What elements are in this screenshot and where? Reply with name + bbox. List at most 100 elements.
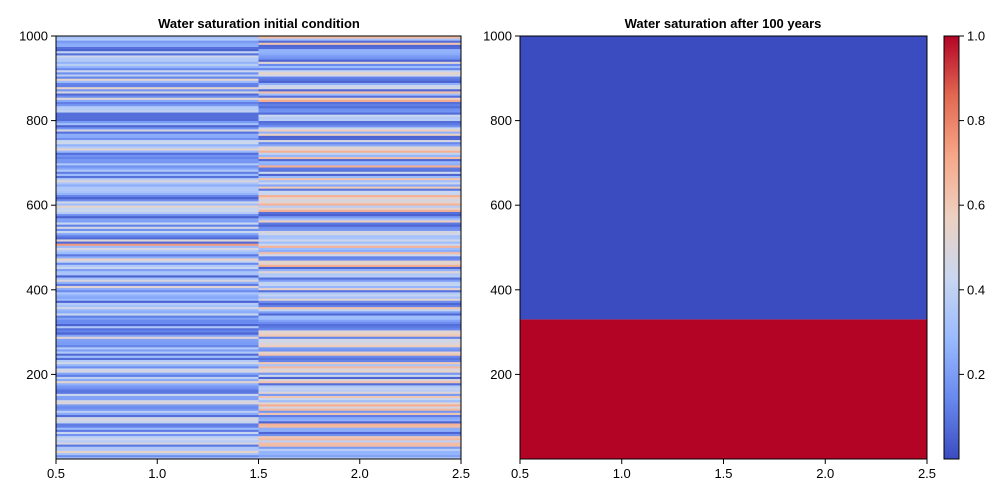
heatmap-cell bbox=[258, 243, 461, 246]
heatmap-cell bbox=[258, 133, 461, 136]
heatmap-cell bbox=[258, 368, 461, 371]
heatmap-cell bbox=[56, 357, 259, 360]
heatmap-cell bbox=[258, 234, 461, 238]
heatmap-cell bbox=[56, 315, 259, 318]
heatmap-cell bbox=[56, 418, 259, 422]
heatmap-cell bbox=[56, 116, 259, 119]
heatmap-cell bbox=[258, 376, 461, 380]
heatmap-cell bbox=[258, 355, 461, 358]
heatmap-cell bbox=[56, 270, 259, 274]
heatmap-cell bbox=[56, 61, 259, 64]
heatmap-cell bbox=[56, 384, 259, 388]
heatmap-cell bbox=[258, 448, 461, 451]
heatmap-cell bbox=[258, 336, 461, 339]
heatmap-cell bbox=[258, 294, 461, 297]
heatmap-cell bbox=[258, 162, 461, 166]
heatmap-cell bbox=[258, 40, 461, 43]
heatmap-cell bbox=[258, 412, 461, 415]
heatmap-cell bbox=[56, 266, 259, 270]
heatmap-cell bbox=[258, 251, 461, 255]
heatmap-cell bbox=[56, 291, 259, 295]
heatmap-cell bbox=[258, 397, 461, 401]
heatmap-cell bbox=[258, 289, 461, 293]
heatmap-cell bbox=[56, 399, 259, 403]
y-tick-label: 1000 bbox=[483, 29, 512, 44]
heatmap-cell bbox=[56, 444, 259, 447]
heatmap-cell bbox=[56, 272, 259, 276]
heatmap-cell bbox=[56, 110, 259, 113]
heatmap-cell bbox=[258, 361, 461, 365]
heatmap-cell bbox=[56, 294, 259, 297]
heatmap-cell bbox=[258, 148, 461, 151]
heatmap-cell bbox=[56, 279, 259, 282]
heatmap-cell bbox=[56, 420, 259, 424]
heatmap-cell bbox=[258, 171, 461, 174]
colorbar-frame bbox=[943, 35, 960, 460]
heatmap-cell bbox=[56, 374, 259, 377]
heatmap-cell bbox=[56, 433, 259, 437]
heatmap-cell bbox=[258, 42, 461, 45]
x-tick-label: 0.5 bbox=[511, 466, 529, 481]
heatmap-cell bbox=[56, 55, 259, 58]
heatmap-cell bbox=[258, 279, 461, 282]
heatmap-cell bbox=[258, 203, 461, 206]
heatmap-cell bbox=[56, 404, 259, 407]
heatmap-cell bbox=[56, 448, 259, 451]
heatmap-cell bbox=[258, 304, 461, 308]
heatmap-cell bbox=[56, 211, 259, 215]
heatmap-cell bbox=[258, 90, 461, 94]
heatmap-cell bbox=[56, 101, 259, 105]
heatmap-cell bbox=[56, 152, 259, 155]
heatmap-cell bbox=[56, 200, 259, 204]
heatmap-cell bbox=[56, 165, 259, 168]
heatmap-cell bbox=[258, 285, 461, 289]
heatmap-cell bbox=[258, 217, 461, 221]
heatmap-cell bbox=[258, 353, 461, 356]
heatmap-cell bbox=[258, 44, 461, 47]
heatmap-cell bbox=[258, 262, 461, 265]
heatmap-cell bbox=[56, 38, 259, 41]
x-tick-label: 1.5 bbox=[714, 466, 732, 481]
heatmap-cell bbox=[56, 302, 259, 306]
heatmap-cell bbox=[56, 414, 259, 418]
heatmap-cell bbox=[258, 224, 461, 227]
heatmap-cell bbox=[56, 361, 259, 365]
left-y-axis: 200 400 600 800 1000 bbox=[19, 29, 56, 382]
heatmap-cell bbox=[258, 118, 461, 121]
heatmap-cell bbox=[56, 251, 259, 255]
heatmap-cell bbox=[56, 150, 259, 153]
heatmap-cell bbox=[258, 97, 461, 100]
heatmap-cell bbox=[258, 59, 461, 62]
heatmap-cell bbox=[258, 38, 461, 41]
heatmap-cell bbox=[258, 249, 461, 253]
heatmap-cell bbox=[258, 414, 461, 418]
right-chart-title: Water saturation after 100 years bbox=[625, 16, 822, 31]
heatmap-cell bbox=[56, 323, 259, 327]
heatmap-cell bbox=[56, 298, 259, 301]
heatmap-cell bbox=[258, 76, 461, 79]
heatmap-cell bbox=[258, 69, 461, 73]
heatmap-cell bbox=[258, 389, 461, 392]
x-tick-label: 2.5 bbox=[918, 466, 936, 481]
heatmap-cell bbox=[258, 393, 461, 396]
heatmap-cell bbox=[56, 213, 259, 217]
heatmap-cell bbox=[56, 239, 259, 242]
heatmap-cell bbox=[258, 186, 461, 189]
heatmap-cell bbox=[56, 44, 259, 47]
heatmap-cell bbox=[56, 287, 259, 291]
heatmap-cell bbox=[56, 454, 259, 458]
heatmap-cell bbox=[258, 95, 461, 98]
heatmap-cell bbox=[56, 289, 259, 293]
heatmap-cell bbox=[56, 158, 259, 162]
heatmap-cell bbox=[258, 226, 461, 229]
heatmap-cell bbox=[258, 173, 461, 176]
heatmap-cell bbox=[258, 395, 461, 399]
heatmap-cell bbox=[56, 222, 259, 225]
right-heatmap bbox=[520, 36, 927, 459]
heatmap-cell bbox=[258, 349, 461, 352]
heatmap-cell bbox=[56, 450, 259, 454]
heatmap-cell bbox=[56, 317, 259, 320]
heatmap-cell bbox=[56, 236, 259, 240]
heatmap-cell bbox=[56, 342, 259, 346]
